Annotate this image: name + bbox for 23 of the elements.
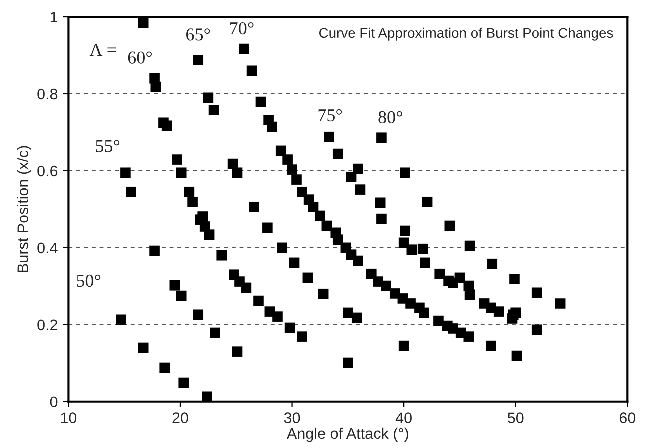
x-tick-label: 50: [508, 412, 524, 424]
y-axis-title: Burst Position (x/c): [17, 146, 32, 272]
y-tick-label: 0.2: [38, 320, 58, 331]
annotation: Λ =: [90, 44, 116, 56]
x-tick-label: 40: [396, 412, 412, 424]
x-tick-label: 10: [61, 412, 77, 424]
y-tick-label: 1: [50, 12, 58, 23]
annotation: 70°: [230, 22, 254, 35]
y-tick-label: 0: [50, 396, 58, 408]
y-tick-label: 0.4: [38, 242, 58, 254]
x-tick-label: 60: [620, 412, 636, 424]
x-tick-label: 30: [284, 412, 300, 424]
text: Curve Fit Approximation of Burst Point Changes: [320, 28, 614, 41]
y-tick-label: 0.8: [38, 88, 58, 100]
annotation: 50°: [77, 274, 101, 288]
annotation: 55°: [96, 140, 120, 152]
x-tick-label: 20: [172, 412, 188, 424]
annotation: 80°: [378, 111, 402, 124]
annotation: 60°: [128, 52, 152, 64]
x-axis-title: Angle of Attack (°): [286, 428, 408, 442]
annotation: 75°: [318, 109, 342, 122]
y-tick-label: 0.6: [38, 166, 58, 177]
annotation: 65°: [186, 28, 210, 41]
